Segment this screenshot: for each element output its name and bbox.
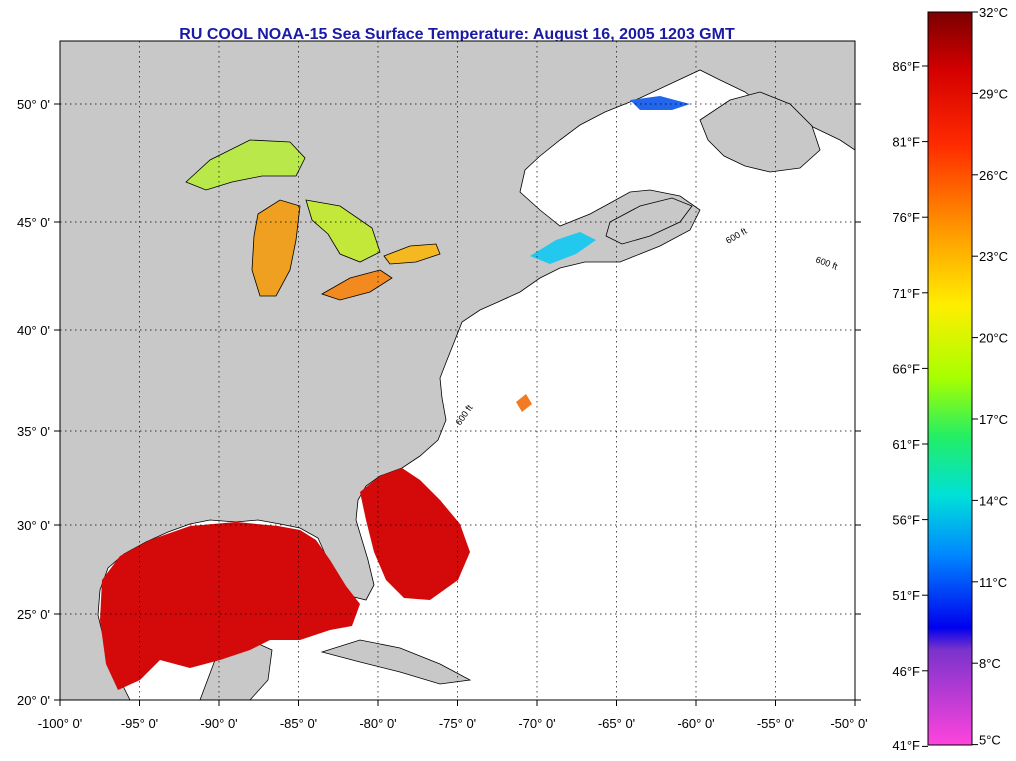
lat-tick-label: 50° 0' — [17, 97, 50, 112]
fahrenheit-label: 86°F — [892, 59, 920, 74]
lon-tick-label: -85° 0' — [280, 716, 317, 731]
lon-tick-label: -100° 0' — [38, 716, 83, 731]
fahrenheit-label: 41°F — [892, 738, 920, 753]
celsius-label: 5°C — [979, 733, 1001, 748]
celsius-label: 26°C — [979, 168, 1008, 183]
celsius-label: 29°C — [979, 86, 1008, 101]
celsius-label: 23°C — [979, 249, 1008, 264]
latitude-ticks: 20° 0' 25° 0' 30° 0' 35° 0' 40° 0' 45° 0' 50° … — [17, 97, 861, 708]
fahrenheit-label: 51°F — [892, 588, 920, 603]
lon-tick-label: -90° 0' — [200, 716, 237, 731]
celsius-label: 32°C — [979, 5, 1008, 20]
lake-erie — [321, 269, 393, 301]
lon-tick-label: -75° 0' — [439, 716, 476, 731]
lake-ontario — [383, 243, 441, 265]
lat-tick-label: 40° 0' — [17, 323, 50, 338]
lon-tick-label: -60° 0' — [677, 716, 714, 731]
sst-cold-gulf-of-maine — [530, 232, 596, 264]
celsius-label: 14°C — [979, 493, 1008, 508]
sst-cold-gulf-st-lawrence — [630, 96, 690, 110]
lake-michigan — [251, 199, 301, 297]
lat-tick-label: 20° 0' — [17, 693, 50, 708]
celsius-label: 20°C — [979, 331, 1008, 346]
lon-tick-label: -65° 0' — [598, 716, 635, 731]
colorbar — [927, 11, 973, 746]
lat-tick-label: 45° 0' — [17, 215, 50, 230]
land-cuba — [320, 639, 472, 685]
fahrenheit-label: 71°F — [892, 286, 920, 301]
fahrenheit-label: 81°F — [892, 135, 920, 150]
lat-tick-label: 30° 0' — [17, 518, 50, 533]
lat-tick-label: 25° 0' — [17, 607, 50, 622]
celsius-label: 17°C — [979, 412, 1008, 427]
fahrenheit-label: 66°F — [892, 361, 920, 376]
lon-tick-label: -70° 0' — [518, 716, 555, 731]
lat-tick-label: 35° 0' — [17, 424, 50, 439]
fahrenheit-label: 61°F — [892, 437, 920, 452]
lon-tick-label: -95° 0' — [121, 716, 158, 731]
lon-tick-label: -80° 0' — [359, 716, 396, 731]
lake-huron — [305, 199, 381, 263]
celsius-label: 11°C — [979, 575, 1007, 590]
fahrenheit-label: 46°F — [892, 664, 920, 679]
land-newfoundland — [699, 91, 821, 173]
sst-gulf-of-mexico — [100, 522, 360, 690]
lon-tick-label: -50° 0' — [830, 716, 867, 731]
celsius-label: 8°C — [979, 656, 1001, 671]
fahrenheit-label: 56°F — [892, 513, 920, 528]
map-title: RU COOL NOAA-15 Sea Surface Temperature:… — [179, 26, 735, 43]
colorbar-labels: 32°C 29°C 26°C 23°C 20°C 17°C 14°C 11°C 8°C 5°C 86… — [892, 5, 1008, 753]
sst-gulf-stream — [360, 468, 470, 600]
longitude-ticks: -100° 0' -95° 0' -90° 0' -85° 0' -80° 0' -75°… — [38, 700, 868, 731]
fahrenheit-label: 76°F — [892, 210, 920, 225]
sst-mid-atlantic-patch — [516, 394, 532, 412]
map-area: 600 ft 600 ft 600 ft — [60, 41, 855, 700]
lon-tick-label: -55° 0' — [757, 716, 794, 731]
